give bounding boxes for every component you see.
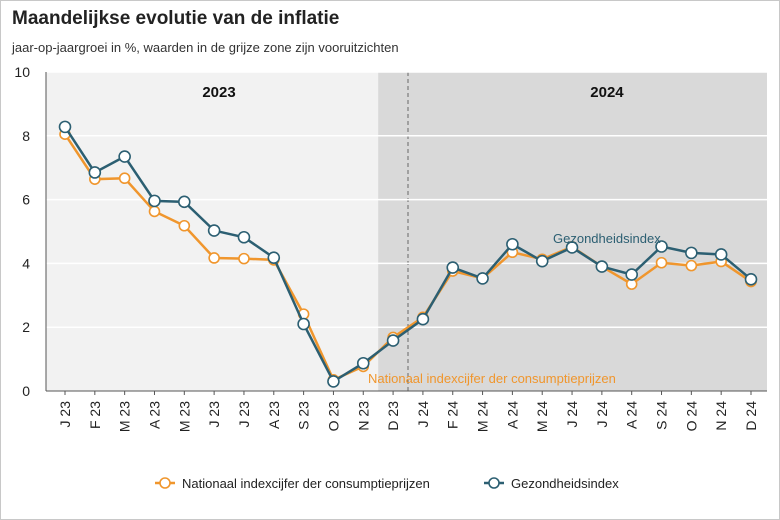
legend-swatch-marker <box>488 477 500 489</box>
legend-label: Gezondheidsindex <box>511 476 619 491</box>
axes: 0 2 4 6 8 10 J 23 F 23 M 23 A 23 M 23 J 23 J 23 A 23 S… <box>14 64 767 432</box>
data-point <box>655 240 668 253</box>
x-tick-label: O 23 <box>325 401 341 432</box>
x-tick-label: J 24 <box>564 401 580 428</box>
x-tick-label: S 24 <box>654 401 670 430</box>
data-point <box>327 375 340 388</box>
y-tick-label: 4 <box>22 255 30 271</box>
x-tick-label: F 23 <box>87 401 103 429</box>
annotation-gezondheidsindex: Gezondheidsindex <box>553 231 661 246</box>
annotation-nicp: Nationaal indexcijfer der consumptieprij… <box>368 371 616 386</box>
x-tick-label: J 24 <box>415 401 431 428</box>
data-point <box>625 268 638 281</box>
x-tick-label: J 23 <box>57 401 73 428</box>
data-point <box>595 260 609 273</box>
data-point <box>416 312 430 326</box>
legend: Nationaal indexcijfer der consumptieprij… <box>155 476 619 491</box>
data-point <box>208 252 220 264</box>
x-tick-label: M 24 <box>534 401 550 432</box>
y-tick-label: 10 <box>14 64 30 80</box>
data-point <box>178 195 191 209</box>
data-point <box>238 252 250 265</box>
x-tick-label: A 24 <box>624 401 640 429</box>
data-point <box>655 256 668 269</box>
annotations: Gezondheidsindex Nationaal indexcijfer de… <box>368 231 661 386</box>
y-tick-label: 2 <box>22 319 30 335</box>
x-tick-label: J 23 <box>206 401 222 428</box>
x-tick-label: N 23 <box>355 401 371 431</box>
x-tick-label: N 24 <box>713 401 729 431</box>
year-label-2023: 2023 <box>202 84 235 101</box>
data-point <box>744 273 758 286</box>
legend-label: Nationaal indexcijfer der consumptieprij… <box>182 476 430 491</box>
x-tick-label: J 24 <box>594 401 610 428</box>
x-tick-label: J 23 <box>236 401 252 428</box>
x-tick-label: A 24 <box>504 401 520 429</box>
data-point <box>685 259 698 272</box>
year-label-2024: 2024 <box>590 84 624 101</box>
data-point <box>58 120 72 134</box>
data-point <box>148 205 161 218</box>
data-point <box>685 246 698 260</box>
x-tick-label: M 23 <box>117 401 133 432</box>
x-tick-label: M 24 <box>475 401 491 432</box>
forecast-zone <box>378 72 767 391</box>
data-point <box>535 254 549 268</box>
gridlines <box>46 71 767 391</box>
data-point <box>178 219 191 232</box>
y-tick-label: 8 <box>22 128 30 144</box>
data-point <box>386 334 400 347</box>
data-point <box>297 317 310 331</box>
plot-background <box>46 72 767 391</box>
data-point <box>88 166 102 179</box>
series-lines <box>58 120 758 388</box>
x-tick-label: O 24 <box>683 401 699 432</box>
year-labels: 2023 2024 <box>202 84 624 101</box>
data-point <box>207 224 221 237</box>
data-point <box>714 248 728 261</box>
x-tick-label: D 23 <box>385 401 401 431</box>
y-tick-label: 0 <box>22 383 30 399</box>
x-tick-label: F 24 <box>445 401 461 429</box>
legend-swatch-marker <box>159 477 171 489</box>
x-tick-label: S 23 <box>296 401 312 430</box>
data-point <box>356 356 370 370</box>
data-point <box>267 251 281 264</box>
data-point <box>565 241 579 254</box>
data-point <box>237 230 251 244</box>
x-tick-label: D 24 <box>743 401 759 431</box>
data-point <box>118 150 131 163</box>
data-point <box>506 237 519 251</box>
x-tick-label: A 23 <box>266 401 282 429</box>
x-tick-label: M 23 <box>176 401 192 432</box>
chart-title: Maandelijkse evolutie van de inflatie <box>12 8 340 29</box>
data-point <box>476 272 489 285</box>
data-point <box>148 194 161 208</box>
chart-subtitle: jaar-op-jaargroei in %, waarden in de gr… <box>12 40 399 55</box>
data-point <box>118 172 131 185</box>
y-tick-label: 6 <box>22 192 30 208</box>
x-tick-label: A 23 <box>146 401 162 429</box>
data-point <box>446 261 460 274</box>
